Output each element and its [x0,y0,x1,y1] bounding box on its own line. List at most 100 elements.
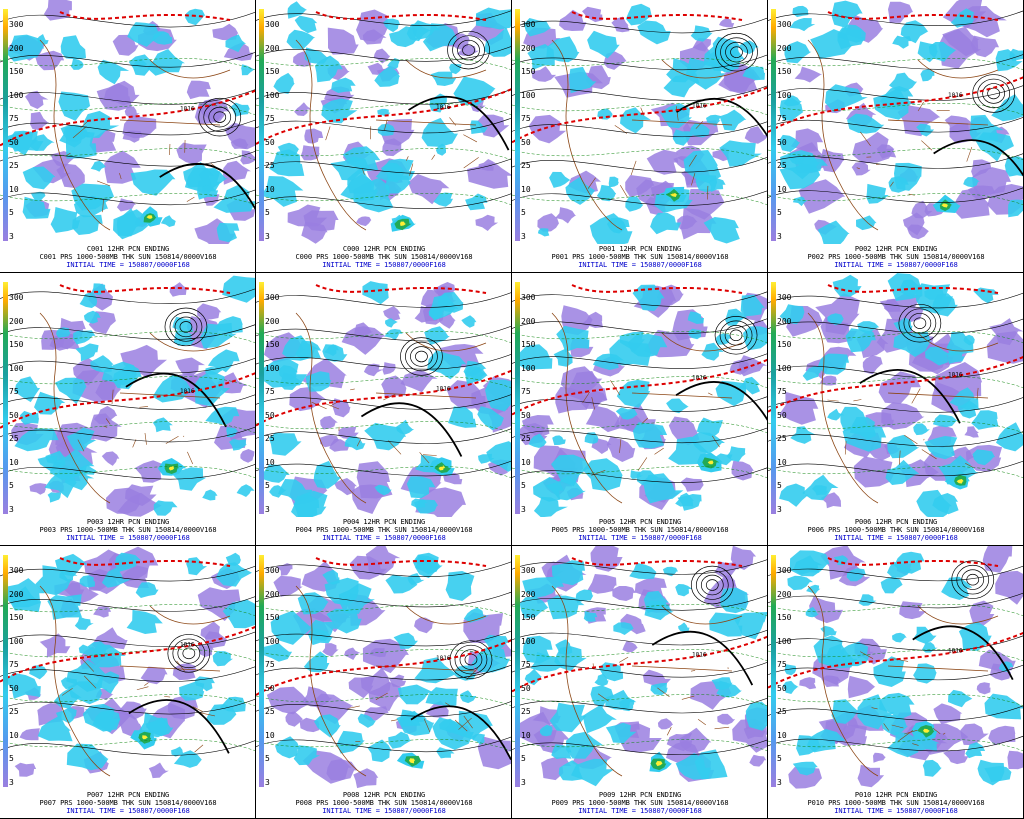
forecast-map: 1016 [768,0,1023,244]
scale-label: 75 [777,114,787,123]
map-panel-p005: 1016 300 200 150 100 75 50 25 10 5 3 P005 12HR PCN … [512,273,768,546]
scale-label: 100 [9,363,24,373]
precip-color-scale [515,9,520,241]
contour-label: 1016 [948,92,963,99]
panel-field-line: P009 PRS 1000-500MB THK SUN 150814/0000V… [551,799,729,807]
panel-title: C000 12HR PCN ENDING [342,245,426,253]
precip-color-scale [3,555,8,787]
scale-label: 150 [777,340,792,349]
scale-label: 75 [265,660,275,669]
panel-field-line: P007 PRS 1000-500MB THK SUN 150814/0000V… [39,799,217,807]
scale-label: 100 [521,636,536,646]
scale-label: 50 [265,683,275,693]
map-panel-p002: 1016 300 200 150 100 75 50 25 10 5 3 P002 12HR PCN … [768,0,1024,273]
scale-label: 5 [9,208,14,217]
scale-label: 5 [521,754,526,763]
scale-label: 10 [265,730,275,740]
scale-label: 75 [521,114,531,123]
contour-label: 1016 [436,385,451,392]
panel-title: P008 12HR PCN ENDING [342,791,426,799]
panel-initial-time: INITIAL TIME = 150807/0000F168 [66,807,190,815]
scale-label: 10 [777,457,787,467]
scale-label: 5 [265,481,270,490]
scale-label: 3 [777,504,782,514]
forecast-map: 1016 [256,1,511,244]
scale-label: 300 [9,293,24,302]
scale-label: 3 [521,231,526,241]
contour-label: 1016 [692,375,707,382]
scale-label: 300 [9,566,24,575]
scale-label: 5 [777,208,782,217]
scale-label: 75 [9,387,19,396]
map-panel-p004: 1016 300 200 150 100 75 50 25 10 5 3 P004 12HR PCN … [256,273,512,546]
scale-label: 50 [777,410,787,420]
contour-label: 1016 [948,372,963,379]
scale-label: 150 [9,340,24,349]
scale-label: 100 [9,636,24,646]
scale-label: 200 [521,43,536,53]
scale-label: 25 [265,434,275,443]
scale-label: 5 [521,208,526,217]
panel-field-line: C000 PRS 1000-500MB THK SUN 150814/0000V… [295,253,473,261]
forecast-map: 1016 [256,546,511,789]
panel-field-line: P005 PRS 1000-500MB THK SUN 150814/0000V… [551,526,729,534]
scale-label: 5 [265,754,270,763]
precip-color-scale [259,9,264,241]
forecast-map: 1016 [0,546,255,779]
scale-label: 3 [521,777,526,787]
panel-title: P004 12HR PCN ENDING [342,518,426,526]
scale-label: 300 [521,20,536,29]
panel-field-line: P008 PRS 1000-500MB THK SUN 150814/0000V… [295,799,473,807]
scale-label: 150 [9,613,24,622]
forecast-map: 1016 [512,284,767,517]
precip-color-scale [259,555,264,787]
panel-field-line: P002 PRS 1000-500MB THK SUN 150814/0000V… [807,253,985,261]
scale-label: 5 [265,208,270,217]
scale-label: 50 [521,410,531,420]
panel-initial-time: INITIAL TIME = 150807/0000F168 [322,261,446,269]
panel-initial-time: INITIAL TIME = 150807/0000F168 [578,261,702,269]
forecast-map: 1016 [0,0,255,244]
scale-label: 75 [265,387,275,396]
panel-initial-time: INITIAL TIME = 150807/0000F168 [834,261,958,269]
scale-label: 10 [521,457,531,467]
scale-label: 100 [521,363,536,373]
precip-color-scale [259,282,264,514]
scale-label: 200 [521,316,536,326]
scale-label: 3 [9,504,14,514]
scale-label: 25 [9,434,19,443]
panel-title: P001 12HR PCN ENDING [598,245,682,253]
panel-title: P009 12HR PCN ENDING [598,791,682,799]
scale-label: 200 [265,316,280,326]
map-panel-p003: 1016 300 200 150 100 75 50 25 10 5 3 P003 12HR PCN … [0,273,256,546]
scale-label: 150 [265,67,280,76]
scale-label: 10 [9,730,19,740]
scale-label: 50 [521,137,531,147]
scale-label: 75 [521,660,531,669]
scale-label: 150 [265,340,280,349]
scale-label: 200 [9,589,24,599]
panel-title: C001 12HR PCN ENDING [86,245,170,253]
panel-field-line: C001 PRS 1000-500MB THK SUN 150814/0000V… [39,253,217,261]
scale-label: 200 [9,43,24,53]
scale-label: 10 [265,184,275,194]
scale-label: 50 [265,137,275,147]
scale-label: 3 [521,504,526,514]
scale-label: 100 [265,90,280,100]
panel-title: P007 12HR PCN ENDING [86,791,170,799]
contour-label: 1016 [436,104,451,111]
scale-label: 300 [777,293,792,302]
map-panel-p007: 1016 300 200 150 100 75 50 25 10 5 3 P007 12HR PCN … [0,546,256,819]
scale-label: 5 [9,481,14,490]
map-panel-p010: 1016 300 200 150 100 75 50 25 10 5 3 P010 12HR PCN … [768,546,1024,819]
scale-label: 150 [521,67,536,76]
scale-label: 75 [9,114,19,123]
scale-label: 150 [9,67,24,76]
panel-field-line: P003 PRS 1000-500MB THK SUN 150814/0000V… [39,526,217,534]
panel-initial-time: INITIAL TIME = 150807/0000F168 [66,261,190,269]
contour-label: 1016 [180,642,195,649]
contour-label: 1016 [180,388,195,395]
map-panel-p006: 1016 300 200 150 100 75 50 25 10 5 3 P006 12HR PCN … [768,273,1024,546]
scale-label: 100 [777,363,792,373]
